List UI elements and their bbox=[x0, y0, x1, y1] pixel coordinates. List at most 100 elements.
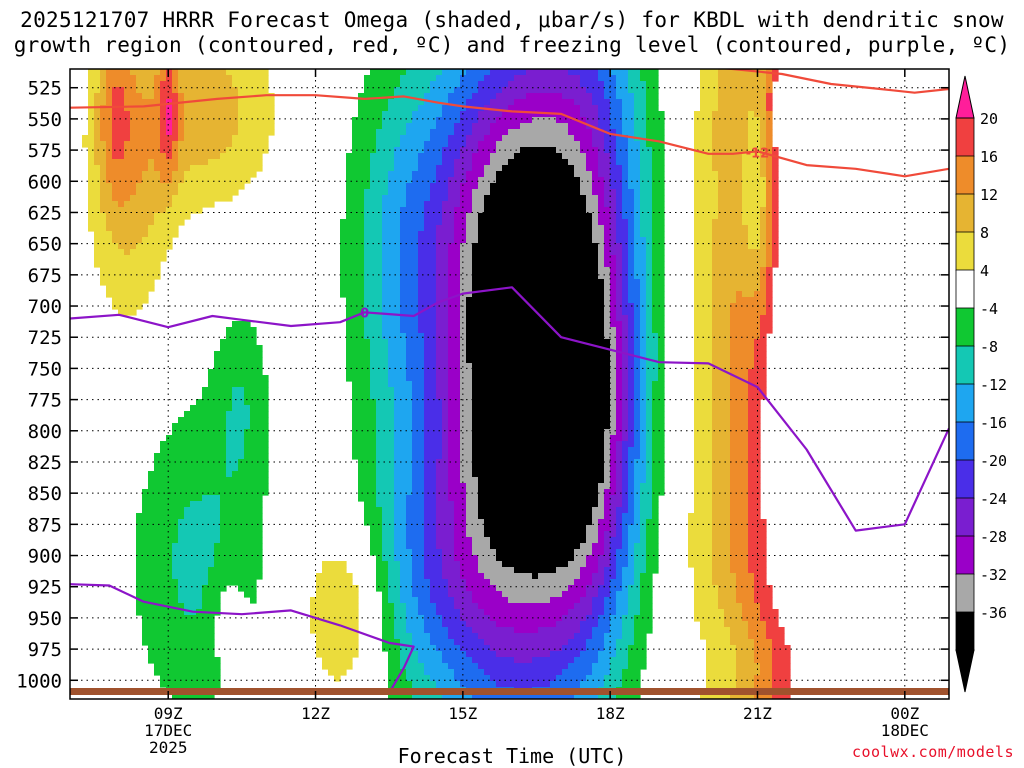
omega-cell bbox=[718, 171, 743, 178]
omega-cell bbox=[760, 213, 767, 220]
omega-cell bbox=[754, 573, 767, 580]
omega-cell bbox=[730, 435, 749, 442]
omega-cell bbox=[616, 255, 623, 262]
omega-cell bbox=[580, 597, 593, 604]
omega-cell bbox=[454, 219, 467, 226]
omega-cell bbox=[616, 489, 623, 496]
omega-cell bbox=[622, 441, 635, 448]
omega-cell bbox=[172, 201, 215, 208]
omega-cell bbox=[442, 159, 455, 166]
omega-cell bbox=[694, 111, 713, 118]
omega-cell bbox=[532, 117, 557, 124]
omega-cell bbox=[136, 597, 179, 604]
omega-cell bbox=[694, 189, 719, 196]
omega-cell bbox=[586, 165, 599, 172]
omega-cell bbox=[748, 513, 761, 520]
omega-cell bbox=[472, 693, 575, 699]
omega-cell bbox=[382, 309, 401, 316]
omega-cell bbox=[118, 243, 137, 250]
omega-cell bbox=[514, 75, 581, 82]
omega-cell bbox=[760, 279, 767, 286]
omega-cell bbox=[502, 561, 569, 568]
omega-cell bbox=[694, 333, 713, 340]
omega-cell bbox=[166, 111, 173, 118]
omega-cell bbox=[700, 81, 719, 88]
omega-cell bbox=[766, 189, 773, 196]
omega-cell bbox=[376, 411, 395, 418]
omega-cell bbox=[610, 621, 623, 628]
omega-cell bbox=[712, 291, 737, 298]
omega-cell bbox=[418, 231, 437, 238]
omega-cell bbox=[742, 153, 761, 160]
omega-cell bbox=[166, 435, 227, 442]
omega-cell bbox=[466, 513, 479, 520]
omega-cell bbox=[178, 93, 185, 100]
omega-cell bbox=[616, 225, 629, 232]
omega-cell bbox=[646, 273, 653, 280]
omega-cell bbox=[622, 339, 629, 346]
omega-cell bbox=[766, 111, 773, 118]
omega-cell bbox=[766, 195, 773, 202]
omega-cell bbox=[754, 597, 773, 604]
omega-cell bbox=[142, 633, 215, 640]
omega-cell bbox=[472, 363, 611, 370]
omega-cell bbox=[646, 369, 659, 376]
omega-cell bbox=[652, 159, 665, 166]
omega-cell bbox=[694, 393, 713, 400]
omega-cell bbox=[694, 369, 713, 376]
omega-cell bbox=[592, 627, 611, 634]
omega-cell bbox=[376, 441, 395, 448]
omega-cell bbox=[694, 363, 713, 370]
omega-cell bbox=[694, 567, 713, 574]
omega-cell bbox=[448, 273, 461, 280]
colorbar-segment bbox=[955, 117, 975, 157]
omega-cell bbox=[694, 375, 713, 382]
omega-cell bbox=[760, 123, 767, 130]
omega-cell bbox=[604, 435, 611, 442]
omega-cell bbox=[220, 525, 263, 532]
omega-cell bbox=[370, 339, 389, 346]
omega-cell bbox=[730, 465, 749, 472]
omega-cell bbox=[622, 267, 629, 274]
omega-cell bbox=[712, 561, 731, 568]
omega-cell bbox=[622, 513, 635, 520]
omega-cell bbox=[484, 639, 569, 646]
omega-cell bbox=[694, 453, 713, 460]
omega-cell bbox=[766, 135, 773, 142]
omega-cell bbox=[406, 339, 425, 346]
omega-cell bbox=[112, 183, 137, 190]
omega-cell bbox=[712, 123, 749, 130]
omega-cell bbox=[466, 297, 605, 304]
omega-cell bbox=[316, 591, 359, 598]
omega-cell bbox=[370, 177, 389, 184]
omega-cell bbox=[136, 531, 179, 538]
omega-cell bbox=[406, 621, 425, 628]
omega-cell bbox=[604, 177, 611, 184]
omega-cell bbox=[640, 501, 653, 508]
omega-cell bbox=[376, 453, 395, 460]
omega-cell bbox=[646, 303, 653, 310]
omega-cell bbox=[688, 525, 713, 532]
omega-cell bbox=[706, 663, 737, 670]
omega-cell bbox=[652, 219, 665, 226]
omega-cell bbox=[394, 543, 407, 550]
omega-cell bbox=[376, 435, 395, 442]
omega-cell bbox=[622, 435, 629, 442]
omega-cell bbox=[424, 621, 443, 628]
omega-cell bbox=[436, 171, 455, 178]
omega-cell bbox=[448, 627, 473, 634]
omega-cell bbox=[730, 627, 749, 634]
omega-cell bbox=[610, 585, 623, 592]
omega-cell bbox=[634, 573, 641, 580]
omega-cell bbox=[652, 501, 659, 508]
omega-cell bbox=[436, 507, 455, 514]
omega-cell bbox=[160, 447, 227, 454]
omega-cell bbox=[472, 657, 515, 664]
omega-cell bbox=[694, 573, 713, 580]
omega-cell bbox=[448, 405, 461, 412]
omega-cell bbox=[352, 429, 377, 436]
omega-cell bbox=[382, 327, 401, 334]
omega-cell bbox=[628, 375, 635, 382]
omega-cell bbox=[424, 405, 443, 412]
omega-cell bbox=[448, 363, 461, 370]
